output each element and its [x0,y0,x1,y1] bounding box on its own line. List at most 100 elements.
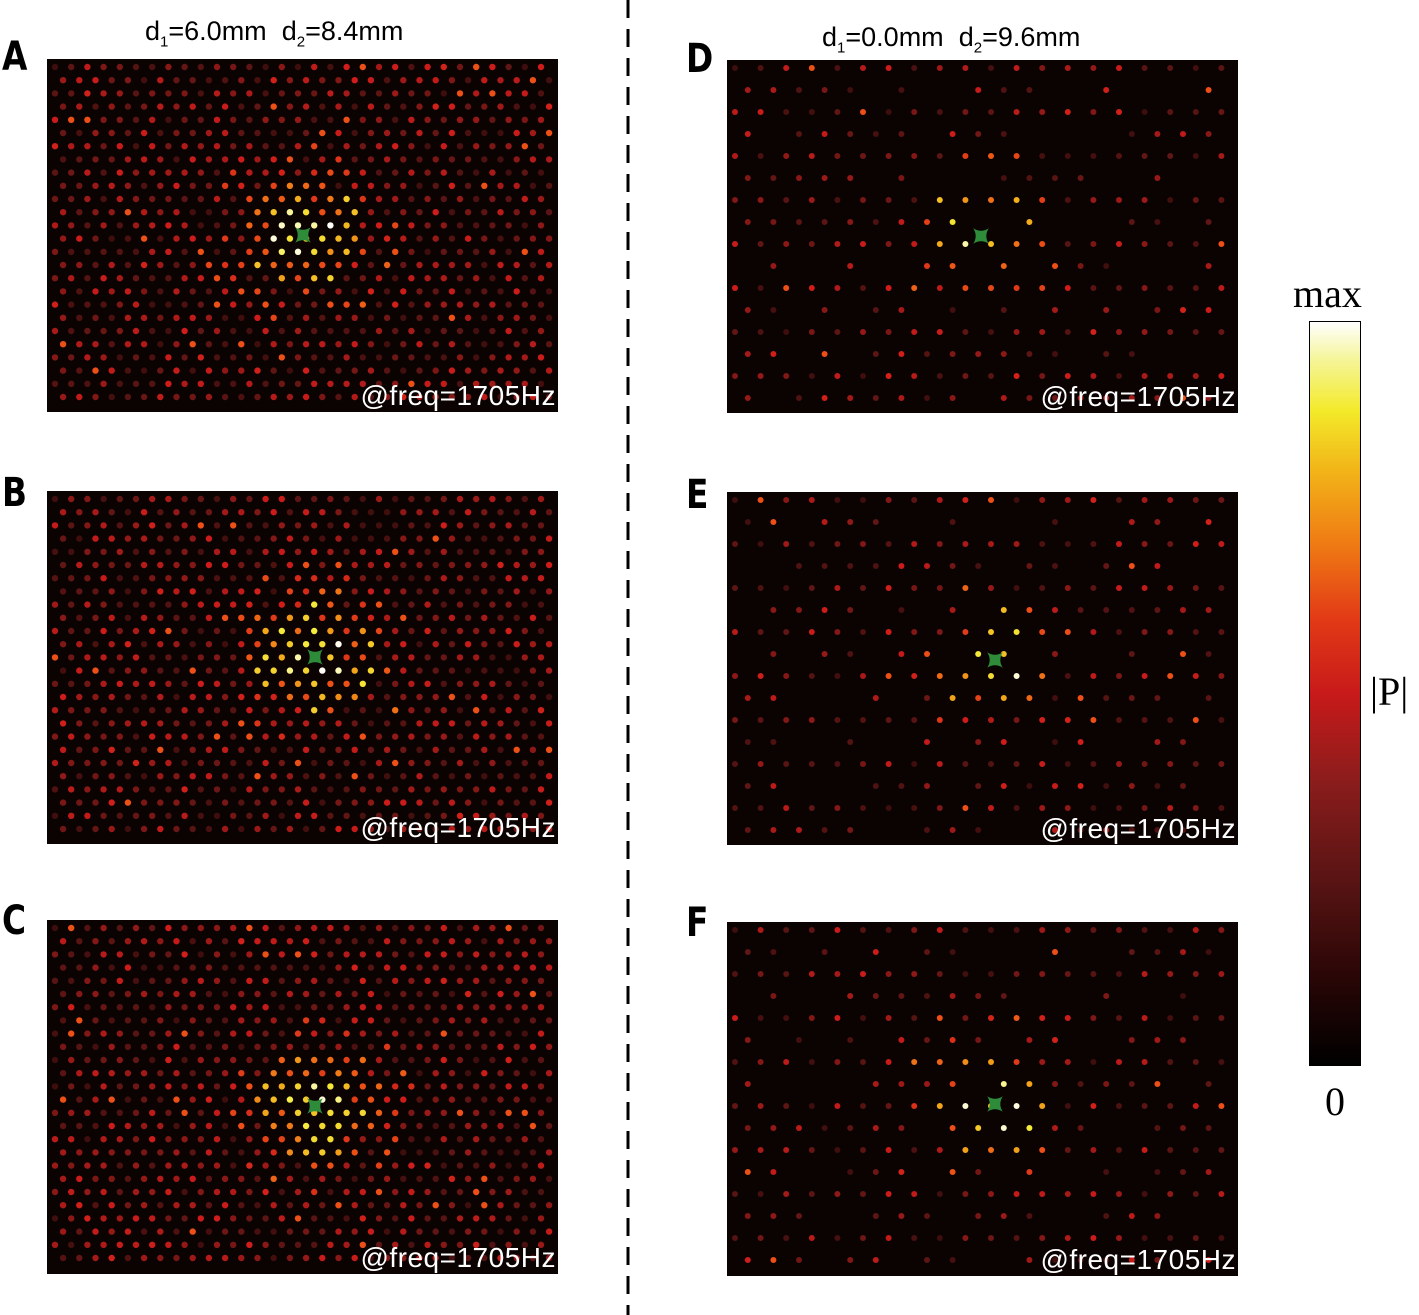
field-point [392,90,399,97]
field-point [270,746,277,753]
field-point [286,393,294,401]
field-point [76,1122,83,1130]
field-point [189,773,196,780]
field-point [872,307,879,313]
field-point [221,1254,229,1262]
field-point [197,63,204,71]
left-d2-value: 8.4mm [320,16,404,46]
field-point [911,153,918,159]
field-point [173,129,180,137]
field-point [847,1037,854,1043]
field-point [1013,1059,1020,1065]
field-point [860,197,866,203]
field-point [489,301,496,308]
field-point [181,1162,188,1169]
field-point [400,990,407,998]
field-point [432,103,439,110]
field-point [173,314,180,321]
field-point [254,367,261,374]
field-map-b [51,495,553,833]
field-point [885,805,892,811]
field-point [84,1136,91,1143]
field-point [157,1043,164,1050]
field-point [213,63,221,71]
field-point [1013,1235,1020,1241]
field-point [213,380,221,387]
field-point [924,651,930,657]
field-point [165,548,172,555]
field-point [335,209,342,216]
field-point [132,116,140,123]
field-point [375,812,383,819]
field-point [408,548,415,555]
field-point [221,156,229,163]
field-point [100,575,107,582]
field-point [1026,395,1033,401]
field-point [1205,131,1212,137]
field-point [116,707,124,714]
field-point [847,263,854,269]
field-point [157,103,164,110]
field-point [132,924,140,932]
field-point [189,209,196,216]
field-point [367,1070,375,1077]
field-point [448,182,456,189]
field-point [189,720,196,727]
field-point [796,87,802,93]
field-point [432,1070,439,1077]
field-point [796,219,802,225]
field-point [124,209,132,216]
field-point [343,812,350,819]
field-point [124,773,132,780]
field-point [432,1202,439,1209]
field-point [100,759,107,767]
field-point [1192,65,1199,71]
field-point [92,103,99,110]
field-point [808,285,815,291]
field-point [1013,629,1020,635]
field-point [375,380,383,387]
field-point [497,156,504,163]
field-point [1218,329,1225,335]
field-point [319,720,326,727]
field-point [230,786,237,793]
field-point [505,143,512,150]
field-point [383,535,391,542]
field-point [76,77,83,84]
field-point [770,827,777,833]
field-point [911,673,918,679]
field-point [448,1017,456,1024]
field-point [440,1004,447,1011]
field-point [140,1228,148,1235]
field-point [367,156,375,163]
field-point [489,548,496,555]
field-point [59,588,67,595]
field-point [1039,629,1046,635]
field-point [189,990,196,998]
field-point [416,129,423,137]
field-point [1116,285,1122,291]
field-point [440,522,447,529]
field-point [416,799,423,806]
field-point [286,367,294,374]
field-point [513,614,520,621]
field-point [311,1030,318,1037]
field-point [885,971,892,977]
field-point [149,90,156,97]
field-point [335,129,342,137]
field-point [911,65,918,71]
field-point [286,641,294,648]
field-point [1013,673,1020,679]
field-point [51,812,59,819]
field-point [416,614,423,621]
field-point [302,314,310,321]
field-point [302,535,310,542]
field-point [537,548,545,555]
field-point [84,786,91,793]
field-point [59,825,67,833]
field-point [173,1096,180,1103]
field-point [975,1213,982,1219]
field-point [1192,1235,1199,1241]
field-point [383,1122,391,1130]
field-point [537,195,545,203]
